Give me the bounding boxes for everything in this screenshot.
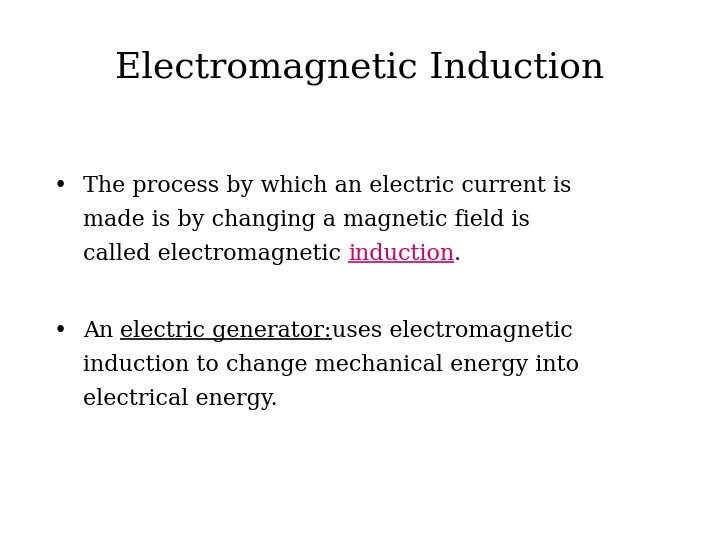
Text: called electromagnetic: called electromagnetic [83,243,348,265]
Text: The process by which an electric current is: The process by which an electric current… [83,175,571,197]
Text: induction: induction [348,243,454,265]
Text: Electromagnetic Induction: Electromagnetic Induction [115,51,605,85]
Text: electrical energy.: electrical energy. [83,388,277,410]
Text: •: • [54,320,67,342]
Text: uses electromagnetic: uses electromagnetic [331,320,572,342]
Text: electric generator:: electric generator: [120,320,331,342]
Text: induction to change mechanical energy into: induction to change mechanical energy in… [83,354,579,376]
Text: An: An [83,320,120,342]
Text: •: • [54,175,67,197]
Text: made is by changing a magnetic field is: made is by changing a magnetic field is [83,209,530,231]
Text: .: . [454,243,462,265]
